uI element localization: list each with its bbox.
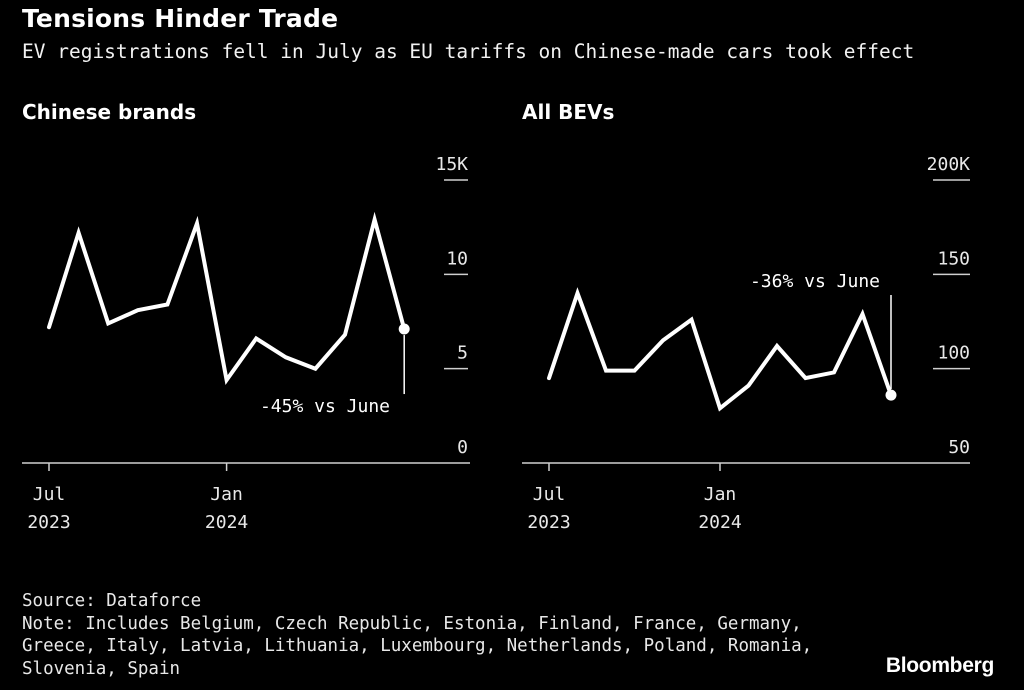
source-text: Source: Dataforce [22, 591, 202, 611]
panel-2-series-line [547, 287, 893, 412]
panel-2-ytick-label-2: 150 [937, 248, 970, 269]
panel-2-xtick-label-0-line2: 2023 [527, 512, 570, 533]
note-line-3: Slovenia, Spain [22, 658, 181, 679]
footer: Source: Dataforce Note: Includes Belgium… [22, 590, 812, 680]
bloomberg-logo: Bloomberg [885, 654, 994, 677]
panel-2-annotation-text: -36% vs June [750, 271, 880, 292]
panel-1-xtick-label-0-line2: 2023 [27, 512, 70, 533]
panel-2-title: All BEVs [522, 100, 614, 124]
panel-1-xtick-label-1-line2: 2024 [205, 512, 248, 533]
panel-2-xtick-label-0-line1: Jul [533, 484, 566, 505]
panel-1-ytick-label-2: 10 [446, 248, 468, 269]
chart-title: Tensions Hinder Trade [22, 4, 339, 33]
panel-1-ytick-label-3: 15K [435, 154, 468, 175]
panel-1-ytick-label-1: 5 [457, 343, 468, 364]
panel-1-title: Chinese brands [22, 100, 196, 124]
panel-1-ytick-label-0: 0 [457, 437, 468, 458]
chart-subtitle: EV registrations fell in July as EU tari… [22, 40, 915, 63]
panel-1-last-point-marker [398, 323, 410, 335]
panel-2-ytick-label-0: 50 [948, 437, 970, 458]
panel-1-xtick-label-0-line1: Jul [33, 484, 66, 505]
panel-2-last-point-marker [885, 389, 897, 401]
panel-1-series-line [47, 211, 407, 385]
panel-1-annotation-text: -45% vs June [260, 396, 390, 417]
panel-2-xtick-label-1-line1: Jan [704, 484, 737, 505]
panel-1-xtick-label-1-line1: Jan [210, 484, 243, 505]
panel-2-ytick-label-3: 200K [927, 154, 971, 175]
panel-2-xtick-label-1-line2: 2024 [698, 512, 741, 533]
panel-2-ytick-label-1: 100 [937, 343, 970, 364]
note-line-1: Note: Includes Belgium, Czech Republic, … [22, 613, 802, 634]
note-line-2: Greece, Italy, Latvia, Lithuania, Luxemb… [22, 636, 813, 656]
